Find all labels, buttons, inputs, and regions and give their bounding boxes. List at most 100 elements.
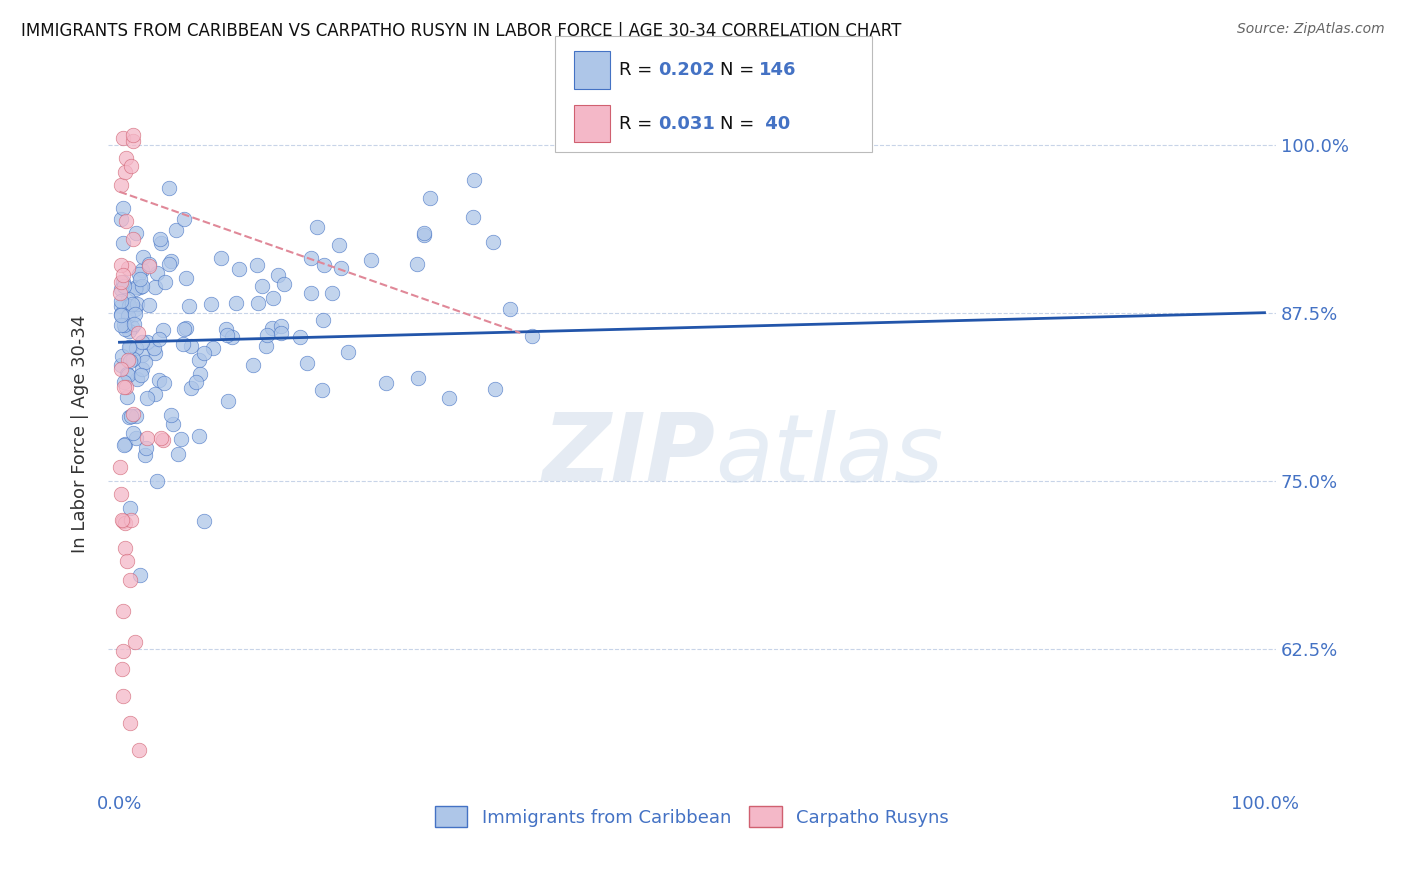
Point <box>112 375 135 389</box>
Point <box>117 368 139 383</box>
Point <box>520 329 543 343</box>
Point <box>128 268 150 282</box>
Point <box>135 432 157 446</box>
Point <box>115 554 138 568</box>
Point <box>138 259 160 273</box>
Point <box>114 151 136 165</box>
Text: Source: ZipAtlas.com: Source: ZipAtlas.com <box>1237 22 1385 37</box>
Point <box>143 280 166 294</box>
Point <box>146 266 169 280</box>
Point <box>159 254 181 268</box>
Point <box>121 351 143 366</box>
Point <box>120 340 142 354</box>
Point <box>152 323 174 337</box>
Point <box>209 251 232 265</box>
Point <box>122 134 145 148</box>
Text: IMMIGRANTS FROM CARIBBEAN VS CARPATHO RUSYN IN LABOR FORCE | AGE 30-34 CORRELATI: IMMIGRANTS FROM CARIBBEAN VS CARPATHO RU… <box>21 22 901 40</box>
Point <box>118 324 141 338</box>
Point <box>114 437 136 451</box>
Point <box>110 460 132 475</box>
Point <box>124 302 146 317</box>
Text: 146: 146 <box>759 62 797 79</box>
Point <box>162 417 184 431</box>
Point <box>110 358 132 372</box>
Point <box>406 370 429 384</box>
Point <box>418 191 440 205</box>
Point <box>120 513 142 527</box>
Point <box>242 358 264 372</box>
Point <box>180 339 202 353</box>
Point <box>157 181 180 195</box>
Point <box>250 279 273 293</box>
Point <box>499 302 522 317</box>
Point <box>110 211 132 226</box>
Point <box>321 286 343 301</box>
Point <box>129 272 152 286</box>
Point <box>110 282 132 296</box>
Point <box>110 309 132 323</box>
Point <box>127 326 149 340</box>
Point <box>288 330 311 344</box>
Point <box>111 236 134 251</box>
Point <box>270 318 292 333</box>
Point <box>328 238 350 252</box>
Point <box>118 354 141 368</box>
Point <box>138 257 160 271</box>
Point <box>131 334 153 349</box>
Point <box>121 296 143 310</box>
Point <box>110 307 132 321</box>
Text: 0.202: 0.202 <box>658 62 714 79</box>
Point <box>202 341 225 355</box>
Point <box>110 293 132 308</box>
Point <box>406 257 429 271</box>
Point <box>112 201 135 215</box>
Point <box>118 410 141 425</box>
Point <box>167 447 190 461</box>
Point <box>312 258 335 272</box>
Point <box>193 345 215 359</box>
Point <box>131 262 153 277</box>
Point <box>125 297 148 311</box>
Point <box>188 368 211 382</box>
Point <box>121 319 143 334</box>
Point <box>121 407 143 421</box>
Text: N =: N = <box>720 62 759 79</box>
Point <box>124 635 146 649</box>
Point <box>217 394 239 409</box>
Point <box>482 235 505 250</box>
Point <box>111 349 134 363</box>
Point <box>134 355 156 369</box>
Point <box>125 341 148 355</box>
Point <box>148 231 170 245</box>
Point <box>299 286 322 301</box>
Point <box>228 262 250 277</box>
Point <box>217 328 239 343</box>
Point <box>463 173 485 187</box>
Point <box>124 279 146 293</box>
Point <box>117 390 139 404</box>
Point <box>179 299 201 313</box>
Point <box>187 353 209 368</box>
Point <box>153 276 176 290</box>
Point <box>122 128 145 142</box>
Point <box>193 514 215 528</box>
Point <box>110 258 132 272</box>
Point <box>114 321 136 335</box>
Point <box>114 379 136 393</box>
Point <box>114 516 136 530</box>
Text: N =: N = <box>720 115 759 133</box>
Point <box>110 318 132 333</box>
Point <box>115 213 138 227</box>
Point <box>311 384 333 398</box>
Point <box>125 227 148 241</box>
Point <box>174 321 197 335</box>
Point <box>260 321 283 335</box>
Point <box>329 260 352 275</box>
Point <box>360 252 382 267</box>
Point <box>169 432 191 446</box>
Point <box>120 715 142 730</box>
Point <box>150 432 173 446</box>
Legend: Immigrants from Caribbean, Carpatho Rusyns: Immigrants from Caribbean, Carpatho Rusy… <box>427 799 956 834</box>
Point <box>187 429 209 443</box>
Point <box>160 409 183 423</box>
